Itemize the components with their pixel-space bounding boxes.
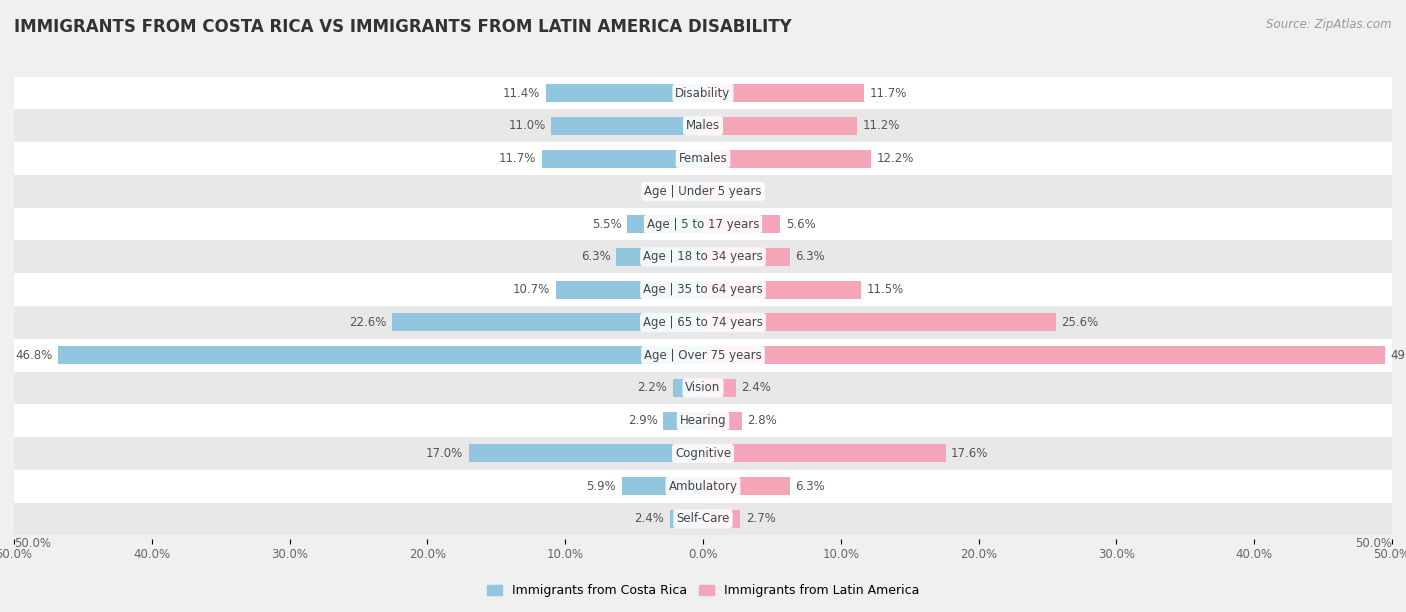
Text: 2.4%: 2.4% bbox=[741, 381, 772, 394]
Bar bbox=[703, 313, 1056, 331]
Text: 6.3%: 6.3% bbox=[581, 250, 610, 263]
Text: Hearing: Hearing bbox=[679, 414, 727, 427]
Text: 12.2%: 12.2% bbox=[876, 152, 914, 165]
Bar bbox=[14, 273, 1392, 306]
Text: 11.0%: 11.0% bbox=[509, 119, 546, 132]
Bar bbox=[685, 182, 703, 200]
Text: Age | 18 to 34 years: Age | 18 to 34 years bbox=[643, 250, 763, 263]
Text: Vision: Vision bbox=[685, 381, 721, 394]
Bar bbox=[703, 117, 858, 135]
Text: 5.9%: 5.9% bbox=[586, 480, 616, 493]
Bar bbox=[703, 444, 945, 463]
Bar bbox=[468, 444, 703, 463]
Legend: Immigrants from Costa Rica, Immigrants from Latin America: Immigrants from Costa Rica, Immigrants f… bbox=[481, 579, 925, 602]
Bar bbox=[14, 371, 1392, 405]
Text: 10.7%: 10.7% bbox=[513, 283, 550, 296]
Text: Age | 5 to 17 years: Age | 5 to 17 years bbox=[647, 218, 759, 231]
Text: 2.7%: 2.7% bbox=[745, 512, 776, 526]
Bar bbox=[621, 477, 703, 495]
Text: 2.9%: 2.9% bbox=[627, 414, 658, 427]
Bar bbox=[672, 379, 703, 397]
Text: Disability: Disability bbox=[675, 86, 731, 100]
Bar bbox=[14, 306, 1392, 339]
Text: 46.8%: 46.8% bbox=[15, 349, 52, 362]
Bar bbox=[627, 215, 703, 233]
Bar bbox=[703, 84, 865, 102]
Bar bbox=[616, 248, 703, 266]
Text: 5.6%: 5.6% bbox=[786, 218, 815, 231]
Text: Age | 65 to 74 years: Age | 65 to 74 years bbox=[643, 316, 763, 329]
Bar bbox=[14, 339, 1392, 371]
Text: 11.4%: 11.4% bbox=[503, 86, 540, 100]
Text: 17.0%: 17.0% bbox=[426, 447, 463, 460]
Text: IMMIGRANTS FROM COSTA RICA VS IMMIGRANTS FROM LATIN AMERICA DISABILITY: IMMIGRANTS FROM COSTA RICA VS IMMIGRANTS… bbox=[14, 18, 792, 36]
Bar bbox=[546, 84, 703, 102]
Bar bbox=[703, 412, 741, 430]
Text: 11.7%: 11.7% bbox=[870, 86, 907, 100]
Text: 2.2%: 2.2% bbox=[637, 381, 668, 394]
Text: 6.3%: 6.3% bbox=[796, 250, 825, 263]
Bar bbox=[703, 379, 737, 397]
Text: 11.7%: 11.7% bbox=[499, 152, 536, 165]
Text: Age | 35 to 64 years: Age | 35 to 64 years bbox=[643, 283, 763, 296]
Text: 6.3%: 6.3% bbox=[796, 480, 825, 493]
Text: 1.2%: 1.2% bbox=[725, 185, 755, 198]
Text: 1.3%: 1.3% bbox=[650, 185, 679, 198]
Text: 50.0%: 50.0% bbox=[14, 537, 51, 550]
Text: 22.6%: 22.6% bbox=[349, 316, 387, 329]
Bar bbox=[703, 182, 720, 200]
Text: Females: Females bbox=[679, 152, 727, 165]
Text: 11.5%: 11.5% bbox=[868, 283, 904, 296]
Bar bbox=[669, 510, 703, 528]
Text: Age | Over 75 years: Age | Over 75 years bbox=[644, 349, 762, 362]
Bar bbox=[555, 281, 703, 299]
Bar bbox=[14, 110, 1392, 142]
Bar bbox=[703, 149, 872, 168]
Bar bbox=[703, 248, 790, 266]
Text: 2.8%: 2.8% bbox=[747, 414, 778, 427]
Text: 11.2%: 11.2% bbox=[863, 119, 900, 132]
Bar bbox=[703, 281, 862, 299]
Bar bbox=[58, 346, 703, 364]
Bar bbox=[664, 412, 703, 430]
Bar bbox=[541, 149, 703, 168]
Bar bbox=[14, 76, 1392, 110]
Text: Ambulatory: Ambulatory bbox=[668, 480, 738, 493]
Bar bbox=[703, 477, 790, 495]
Text: Source: ZipAtlas.com: Source: ZipAtlas.com bbox=[1267, 18, 1392, 31]
Bar bbox=[14, 470, 1392, 502]
Bar bbox=[14, 241, 1392, 273]
Text: 25.6%: 25.6% bbox=[1062, 316, 1098, 329]
Text: 17.6%: 17.6% bbox=[950, 447, 988, 460]
Text: 2.4%: 2.4% bbox=[634, 512, 665, 526]
Text: 50.0%: 50.0% bbox=[1355, 537, 1392, 550]
Bar bbox=[14, 207, 1392, 241]
Bar bbox=[14, 405, 1392, 437]
Bar bbox=[392, 313, 703, 331]
Bar bbox=[14, 142, 1392, 175]
Text: Age | Under 5 years: Age | Under 5 years bbox=[644, 185, 762, 198]
Text: 49.5%: 49.5% bbox=[1391, 349, 1406, 362]
Bar bbox=[14, 175, 1392, 207]
Text: Cognitive: Cognitive bbox=[675, 447, 731, 460]
Bar bbox=[551, 117, 703, 135]
Text: Males: Males bbox=[686, 119, 720, 132]
Text: Self-Care: Self-Care bbox=[676, 512, 730, 526]
Bar bbox=[14, 437, 1392, 470]
Bar bbox=[703, 215, 780, 233]
Text: 5.5%: 5.5% bbox=[592, 218, 621, 231]
Bar bbox=[703, 346, 1385, 364]
Bar bbox=[703, 510, 740, 528]
Bar bbox=[14, 502, 1392, 536]
